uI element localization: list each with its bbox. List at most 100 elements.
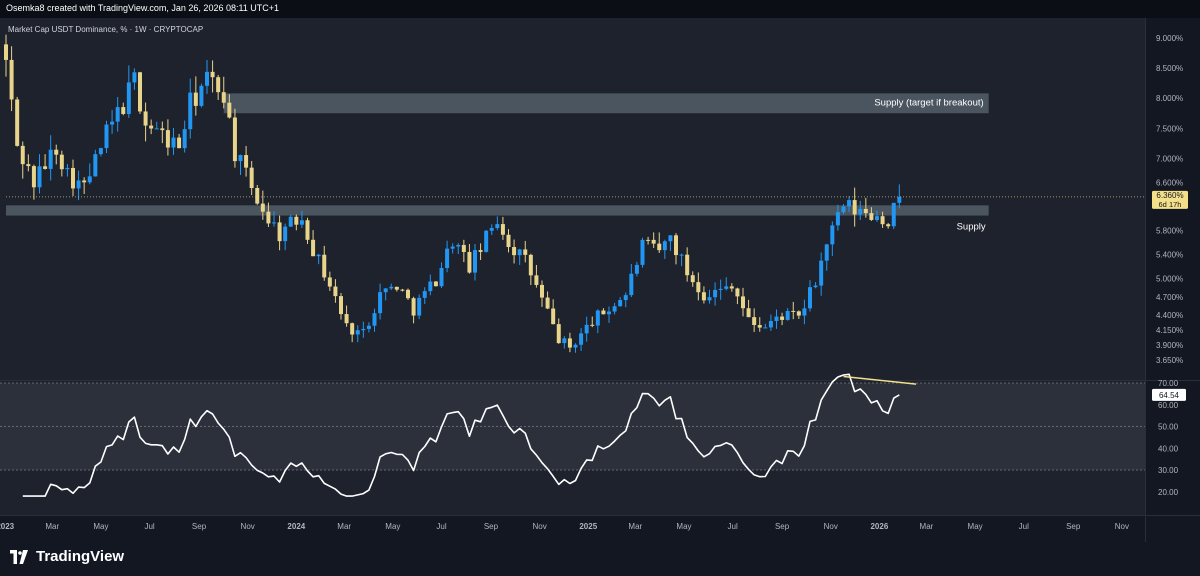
rsi-value-badge (1152, 388, 1186, 401)
candle-body (880, 216, 885, 225)
candle-body (160, 128, 165, 131)
candle-body (355, 330, 360, 335)
price-tick-label: 5.800% (1156, 227, 1183, 236)
candle-body (277, 222, 282, 242)
time-tick-label: 2023 (0, 522, 15, 531)
candle-body (311, 239, 316, 257)
time-tick-label: Nov (241, 522, 255, 531)
candle-body (456, 244, 461, 247)
time-tick-label: Mar (337, 522, 351, 531)
candle-body (607, 311, 611, 315)
rsi-tick-label: 20.00 (1158, 488, 1179, 497)
candle-body (696, 282, 701, 293)
candle-body (210, 71, 215, 78)
candle-body (651, 239, 656, 244)
rsi-layer (0, 373, 1145, 497)
candle-body (232, 117, 237, 162)
candle-body (819, 260, 824, 286)
time-tick-label: May (385, 522, 400, 531)
candle-body (668, 235, 673, 242)
candle-body (724, 286, 729, 289)
candle-body (500, 224, 505, 235)
time-tick-label: 2026 (870, 522, 888, 531)
candle-body (808, 287, 812, 309)
supply-zone (223, 93, 989, 114)
candle-body (634, 264, 639, 274)
candle-body (618, 300, 623, 307)
candle-body (411, 298, 416, 316)
time-tick-label: May (968, 522, 983, 531)
candle-body (216, 77, 221, 93)
candle-body (841, 206, 846, 213)
zone-label: Supply (957, 222, 986, 233)
candle-body (540, 284, 544, 298)
time-tick-label: Jul (144, 522, 154, 531)
candle-body (20, 145, 25, 165)
candle-body (528, 254, 533, 276)
price-axis: 9.000% 8.500% 8.000% 7.500% 7.000% 6.600% 5.80… (1156, 34, 1183, 365)
rsi-line (22, 373, 900, 497)
candle-body (26, 164, 31, 167)
candle-body (813, 285, 818, 288)
candle-body (344, 314, 349, 324)
supply-zone (6, 205, 989, 216)
candle-body (4, 44, 8, 60)
candle-body (428, 281, 433, 292)
candle-body (562, 338, 567, 344)
candle-body (299, 220, 304, 225)
tradingview-logo-icon (10, 549, 28, 564)
candle-body (640, 239, 645, 265)
candle-body (422, 291, 427, 298)
candle-body (59, 154, 64, 170)
candle-body (171, 137, 176, 148)
candle-body (394, 286, 399, 290)
price-tick-label: 4.700% (1156, 293, 1183, 302)
candle-body (244, 155, 249, 168)
candle-body (785, 310, 790, 320)
rsi-axis: 70.00 60.00 50.00 40.00 30.00 20.00 (1158, 379, 1179, 497)
candle-body (517, 249, 522, 256)
candle-body (735, 288, 740, 297)
price-tick-label: 7.500% (1156, 124, 1183, 133)
price-tick-label: 4.150% (1156, 326, 1183, 335)
candle-body (165, 130, 170, 148)
time-tick-label: May (93, 522, 108, 531)
candle-body (473, 250, 477, 273)
candle-body (685, 254, 690, 276)
candle-body (863, 208, 868, 214)
candle-body (272, 222, 276, 224)
candle-body (612, 306, 617, 312)
attribution-text: Osemka8 created with TradingView.com, Ja… (6, 3, 280, 13)
candle-body (389, 286, 394, 289)
candle-body (378, 292, 383, 314)
candle-body (322, 254, 327, 278)
candle-body (193, 92, 198, 106)
time-axis: 2023 Mar May Jul Sep Nov 2024 Mar May Jul Sep Nov 20… (0, 522, 1129, 531)
price-tick-label: 5.400% (1156, 251, 1183, 260)
candle-body (37, 166, 42, 188)
candle-body (249, 167, 254, 189)
candle-body (177, 137, 182, 149)
brand[interactable]: TradingView (8, 548, 124, 565)
candle-body (15, 99, 20, 146)
chart-canvas[interactable]: Supply (target if breakout) Supply Market… (0, 18, 1200, 542)
candle-body (869, 213, 874, 220)
candle-body (701, 292, 706, 301)
candle-body (445, 248, 450, 269)
candle-body (372, 313, 377, 326)
candle-body (523, 249, 528, 255)
time-tick-label: 2024 (287, 522, 305, 531)
bottom-bar: TradingView (0, 542, 1200, 576)
candle-body (830, 225, 835, 245)
candle-body (115, 107, 120, 122)
candle-body (199, 85, 204, 106)
candle-body (82, 180, 87, 183)
candle-body (489, 228, 494, 231)
candle-body (657, 243, 662, 251)
candle-body (400, 289, 405, 291)
candle-body (417, 297, 422, 316)
candle-body (182, 129, 187, 149)
current-price-value: 6.360% (1156, 191, 1183, 200)
candle-body (126, 82, 131, 114)
candle-body (450, 246, 455, 249)
